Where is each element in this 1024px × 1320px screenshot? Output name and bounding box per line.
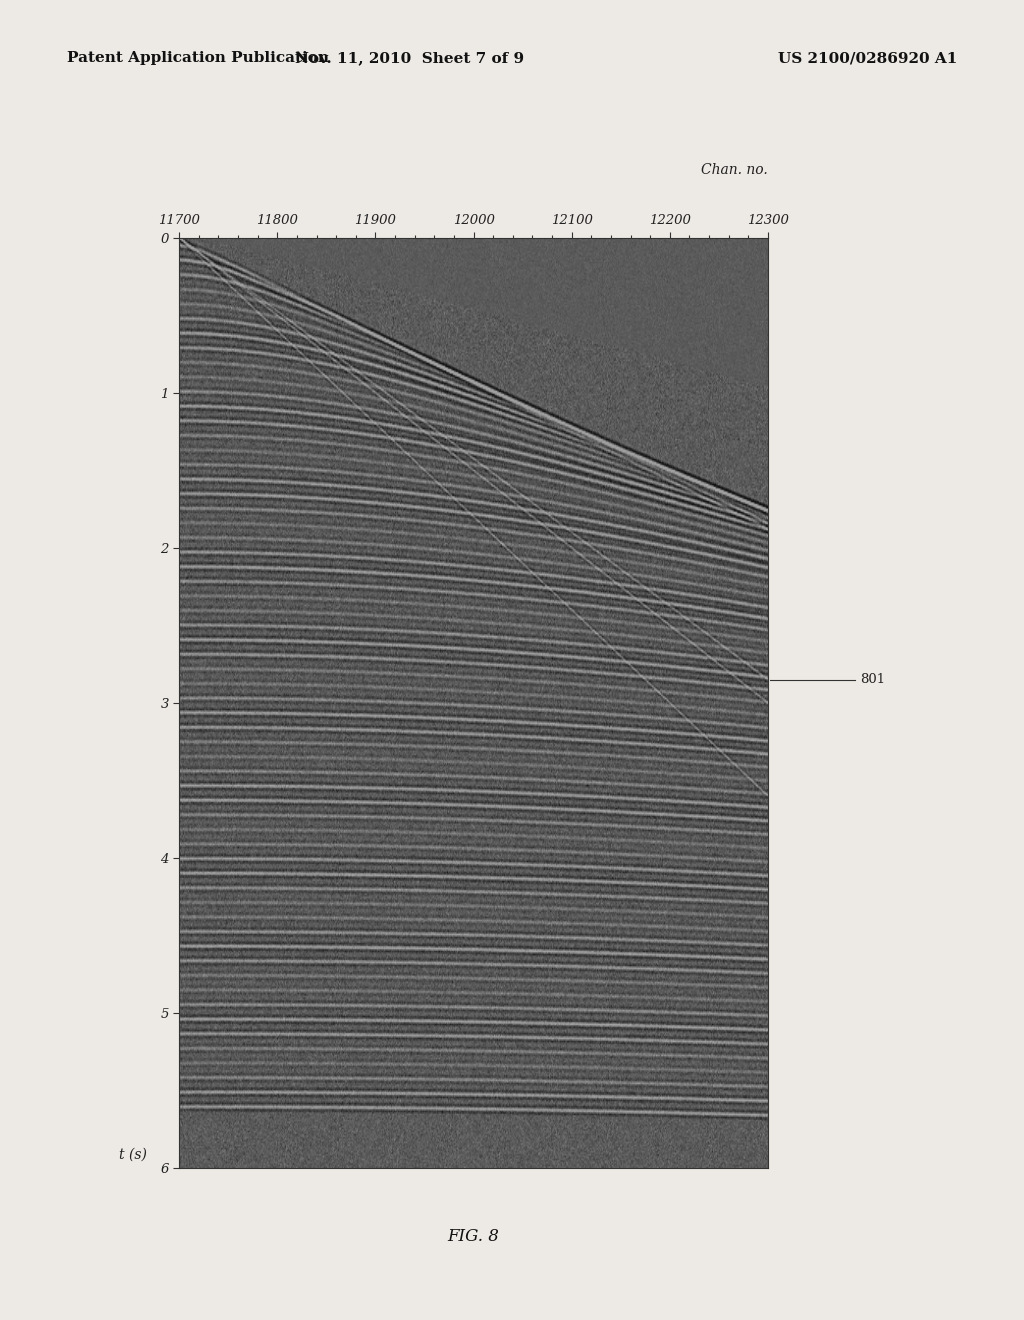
Text: US 2100/0286920 A1: US 2100/0286920 A1	[778, 51, 957, 65]
Text: Patent Application Publication: Patent Application Publication	[67, 51, 329, 65]
Text: Chan. no.: Chan. no.	[701, 164, 768, 177]
Text: 801: 801	[860, 673, 886, 686]
Text: t (s): t (s)	[119, 1147, 147, 1162]
Text: FIG. 8: FIG. 8	[447, 1229, 500, 1245]
Text: Nov. 11, 2010  Sheet 7 of 9: Nov. 11, 2010 Sheet 7 of 9	[295, 51, 524, 65]
